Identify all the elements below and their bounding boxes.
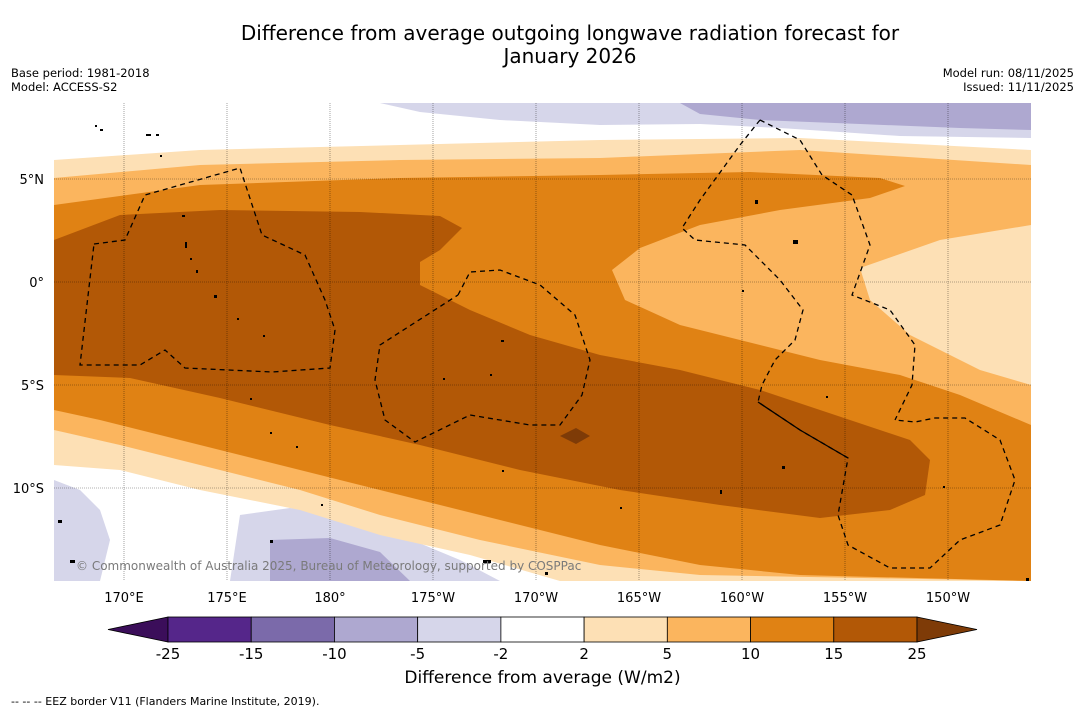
- lat-labels: 5°N 0° 5°S 10°S: [13, 173, 44, 497]
- lon-labels: 170°E 175°E 180° 175°W 170°W 165°W 160°W…: [104, 591, 970, 606]
- colorbar-tick-label: 5: [663, 645, 673, 663]
- model-name: Model: ACCESS-S2: [11, 80, 118, 94]
- colorbar-box: [750, 616, 835, 643]
- colorbar-box: [334, 616, 419, 643]
- colorbar-tick-label: 25: [907, 645, 926, 663]
- model-run: Model run: 08/11/2025: [942, 66, 1074, 80]
- colorbar-title: Difference from average (W/m2): [404, 668, 681, 688]
- colorbar-box: [250, 616, 335, 643]
- issued-date: Issued: 11/11/2025: [963, 80, 1074, 94]
- lon-label-170w: 170°W: [514, 591, 558, 606]
- colorbar-tick-label: -10: [322, 645, 347, 663]
- anomaly-field: © Commonwealth of Australia 2025, Bureau…: [54, 103, 1031, 581]
- lon-label-160w: 160°W: [720, 591, 764, 606]
- lon-label-175e: 175°E: [207, 591, 247, 606]
- positive-core: [560, 428, 590, 444]
- lat-label-5n: 5°N: [20, 173, 45, 188]
- positive-band-15-25: [54, 210, 930, 518]
- meta-left: Base period: 1981-2018 Model: ACCESS-S2: [11, 66, 150, 94]
- copyright-notice: © Commonwealth of Australia 2025, Bureau…: [76, 559, 581, 573]
- colorbar-tick-label: -25: [156, 645, 181, 663]
- colorbar: -25 -15 -10 -5 -2 2 5 10 15 25: [107, 616, 978, 663]
- eez-border-tuvalu: [79, 167, 336, 373]
- eez-border-fr-polynesia: [757, 401, 849, 459]
- lon-label-150w: 150°W: [926, 591, 970, 606]
- colorbar-box: [167, 616, 252, 643]
- lat-label-eq: 0°: [29, 276, 44, 291]
- lon-label-175w: 175°W: [411, 591, 455, 606]
- lat-label-5s: 5°S: [21, 379, 44, 394]
- colorbar-box: [666, 616, 751, 643]
- colorbar-tick-label: 2: [579, 645, 589, 663]
- negative-region-southwest: [54, 480, 110, 581]
- chart-title: Difference from average outgoing longwav…: [0, 22, 1085, 68]
- colorbar-tick-label: 10: [741, 645, 760, 663]
- colorbar-extend-high: [916, 616, 978, 643]
- island-marks: [58, 125, 1029, 581]
- meta-right: Model run: 08/11/2025 Issued: 11/11/2025: [943, 66, 1074, 94]
- colorbar-tick-label: -5: [410, 645, 425, 663]
- negative-region-south-strong: [270, 538, 410, 581]
- title-line-2: January 2026: [503, 44, 637, 68]
- lon-label-155w: 155°W: [823, 591, 867, 606]
- positive-tongue-east: [860, 225, 1031, 385]
- colorbar-extend-low: [107, 616, 169, 643]
- base-period: Base period: 1981-2018: [11, 66, 150, 80]
- eez-border-phoenix: [374, 269, 591, 443]
- title-line-1: Difference from average outgoing longwav…: [240, 21, 900, 45]
- colorbar-box: [500, 616, 585, 643]
- eez-border-line-islands: [759, 119, 916, 421]
- eez-legend-note: -- -- -- EEZ border V11 (Flanders Marine…: [11, 695, 320, 708]
- graticule: [54, 103, 1031, 581]
- lat-label-10s: 10°S: [13, 482, 44, 497]
- lon-label-170e: 170°E: [104, 591, 144, 606]
- colorbar-box: [417, 616, 502, 643]
- negative-region-north-strong: [680, 103, 1031, 130]
- lon-label-165w: 165°W: [617, 591, 661, 606]
- colorbar-box: [833, 616, 918, 643]
- colorbar-tick-label: -15: [239, 645, 264, 663]
- colorbar-tick-label: -2: [493, 645, 508, 663]
- eez-borders: [79, 119, 1016, 569]
- colorbar-box: [583, 616, 668, 643]
- lon-label-180: 180°: [314, 591, 345, 606]
- colorbar-tick-label: 15: [824, 645, 843, 663]
